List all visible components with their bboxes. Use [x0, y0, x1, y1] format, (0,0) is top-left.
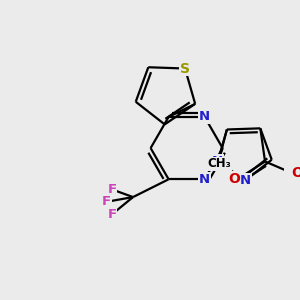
Text: F: F — [108, 208, 117, 220]
Text: N: N — [199, 110, 210, 123]
Text: N: N — [212, 155, 223, 168]
Text: N: N — [199, 173, 210, 186]
Text: N: N — [240, 174, 251, 187]
Text: F: F — [102, 195, 111, 208]
Text: S: S — [180, 61, 190, 76]
Text: O: O — [228, 172, 240, 185]
Text: F: F — [108, 183, 117, 196]
Text: CH₃: CH₃ — [208, 157, 231, 170]
Text: O: O — [291, 166, 300, 180]
